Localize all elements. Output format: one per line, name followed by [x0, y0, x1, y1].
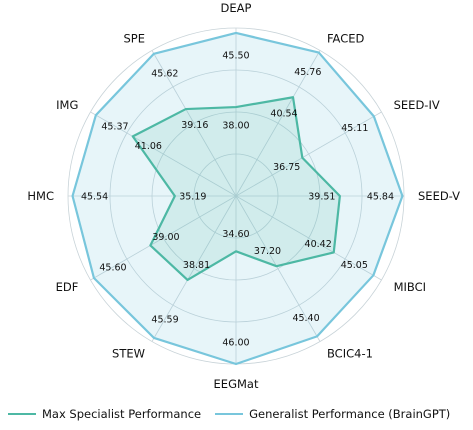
value-label-generalist-8: 45.60 [99, 263, 126, 274]
value-label-generalist-4: 45.05 [341, 260, 368, 271]
value-label-specialist-8: 39.00 [152, 232, 179, 243]
category-label-deap: DEAP [221, 1, 252, 15]
grid-spoke-10 [90, 111, 237, 197]
legend-item-specialist: Max Specialist Performance [8, 407, 201, 421]
category-label-mibci: MIBCI [394, 280, 426, 294]
category-label-stew: STEW [112, 347, 145, 361]
category-label-faced: FACED [327, 31, 365, 45]
legend-swatch-specialist [8, 413, 36, 415]
value-label-generalist-2: 45.11 [341, 123, 368, 134]
grid-spoke-2 [235, 111, 382, 197]
value-label-generalist-0: 45.50 [222, 50, 249, 61]
category-label-seed-v: SEED-V [418, 189, 460, 203]
grid-spoke-8 [90, 195, 237, 281]
category-label-spe: SPE [123, 31, 145, 45]
grid-spoke-5 [235, 195, 321, 342]
value-label-generalist-5: 45.40 [292, 313, 319, 324]
category-label-img: IMG [56, 98, 78, 112]
value-label-generalist-6: 46.00 [222, 338, 249, 349]
value-label-generalist-1: 45.76 [294, 67, 321, 78]
value-label-specialist-2: 36.75 [273, 162, 300, 173]
category-label-edf: EDF [56, 280, 79, 294]
category-label-hmc: HMC [27, 189, 54, 203]
value-label-specialist-0: 38.00 [222, 121, 249, 132]
value-label-specialist-11: 39.16 [181, 120, 208, 131]
value-label-specialist-3: 39.51 [308, 192, 335, 203]
grid-spoke-7 [151, 195, 237, 342]
value-label-specialist-1: 40.54 [270, 108, 297, 119]
value-label-specialist-10: 41.06 [135, 141, 162, 152]
value-label-specialist-9: 35.19 [179, 192, 206, 203]
value-label-specialist-5: 37.20 [254, 246, 281, 257]
grid-spoke-4 [235, 195, 382, 281]
grid-spoke-1 [235, 50, 321, 197]
grid-spoke-11 [151, 50, 237, 197]
value-label-generalist-11: 45.62 [151, 68, 178, 79]
legend-swatch-generalist [215, 413, 244, 415]
value-label-specialist-4: 40.42 [305, 239, 332, 250]
category-label-bcic4-1: BCIC4-1 [327, 347, 373, 361]
value-label-specialist-6: 34.60 [222, 229, 249, 240]
category-label-seed-iv: SEED-IV [394, 98, 440, 112]
legend-label-specialist: Max Specialist Performance [42, 407, 202, 421]
value-label-generalist-7: 45.59 [151, 314, 178, 325]
category-label-eegmat: EEGMat [214, 377, 259, 391]
legend-item-generalist: Generalist Performance (BrainGPT) [215, 407, 450, 421]
legend: Max Specialist Performance Generalist Pe… [8, 402, 468, 426]
value-label-specialist-7: 38.81 [183, 260, 210, 271]
value-label-generalist-9: 45.54 [81, 192, 108, 203]
value-label-generalist-10: 45.37 [101, 122, 128, 133]
value-label-generalist-3: 45.84 [367, 192, 394, 203]
legend-label-generalist: Generalist Performance (BrainGPT) [249, 407, 451, 421]
